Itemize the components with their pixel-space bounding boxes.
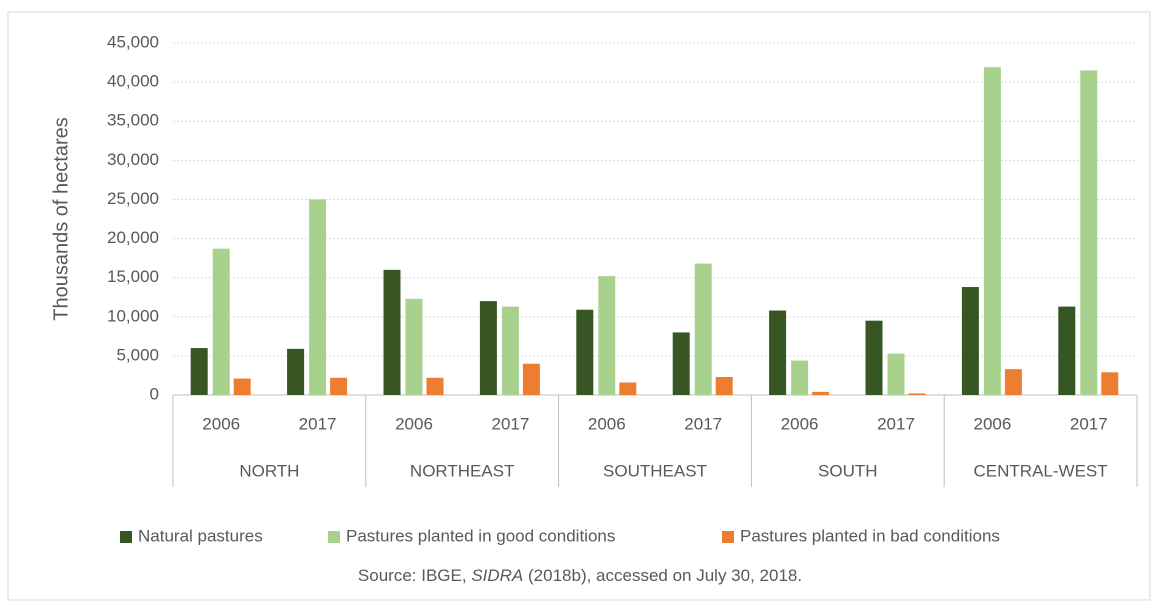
- group-label: SOUTH: [818, 461, 878, 480]
- bar: [330, 377, 348, 395]
- y-tick-label: 40,000: [107, 72, 159, 91]
- x-tick-label: 2006: [973, 414, 1011, 433]
- x-tick-label: 2006: [202, 414, 240, 433]
- group-label: NORTH: [239, 461, 299, 480]
- legend-swatch: [722, 531, 734, 543]
- legend-label: Pastures planted in bad conditions: [740, 526, 1000, 545]
- source-text: Source: IBGE,: [358, 566, 471, 585]
- x-tick-label: 2006: [781, 414, 819, 433]
- y-tick-label: 20,000: [107, 228, 159, 247]
- legend-swatch: [328, 531, 340, 543]
- bar: [233, 378, 251, 395]
- bar: [908, 393, 926, 395]
- bar: [769, 310, 787, 395]
- y-tick-label: 25,000: [107, 189, 159, 208]
- legend-label: Pastures planted in good conditions: [346, 526, 615, 545]
- x-tick-label: 2017: [684, 414, 722, 433]
- source-text: SIDRA: [471, 566, 523, 585]
- group-label: NORTHEAST: [410, 461, 515, 480]
- bar: [383, 269, 401, 395]
- bar: [287, 348, 305, 395]
- bar: [501, 306, 519, 395]
- y-tick-label: 30,000: [107, 150, 159, 169]
- y-tick-label: 10,000: [107, 306, 159, 325]
- y-tick-label: 0: [150, 384, 159, 403]
- bar: [887, 353, 905, 395]
- bar: [961, 287, 979, 395]
- bar: [619, 382, 637, 395]
- y-tick-label: 5,000: [116, 345, 159, 364]
- bar: [694, 263, 712, 395]
- x-tick-label: 2006: [588, 414, 626, 433]
- bar: [309, 199, 327, 395]
- bar: [812, 391, 830, 395]
- x-tick-label: 2017: [491, 414, 529, 433]
- y-axis-label: Thousands of hectares: [50, 117, 72, 320]
- bar: [576, 309, 594, 395]
- bar: [522, 363, 540, 395]
- group-label: CENTRAL-WEST: [974, 461, 1108, 480]
- group-label: SOUTHEAST: [603, 461, 707, 480]
- x-tick-label: 2006: [395, 414, 433, 433]
- bar: [672, 332, 690, 395]
- bar: [212, 248, 230, 395]
- bar: [1080, 70, 1098, 395]
- bar: [865, 320, 883, 395]
- x-tick-label: 2017: [299, 414, 337, 433]
- chart-border: [7, 11, 1151, 601]
- bar: [1004, 369, 1022, 395]
- bar: [190, 348, 208, 395]
- bar: [1058, 306, 1076, 395]
- legend-swatch: [120, 531, 132, 543]
- bar: [983, 67, 1001, 395]
- bar: [426, 377, 444, 395]
- bar: [479, 301, 497, 395]
- source-note: Source: IBGE, SIDRA (2018b), accessed on…: [358, 566, 802, 585]
- legend-label: Natural pastures: [138, 526, 263, 545]
- bar: [791, 360, 809, 395]
- bar: [598, 276, 616, 395]
- x-tick-label: 2017: [877, 414, 915, 433]
- bar: [1101, 372, 1119, 395]
- y-tick-label: 35,000: [107, 111, 159, 130]
- y-tick-label: 15,000: [107, 267, 159, 286]
- source-text: (2018b), accessed on July 30, 2018.: [523, 566, 802, 585]
- bar: [405, 298, 423, 395]
- bar: [715, 377, 733, 395]
- x-tick-label: 2017: [1070, 414, 1108, 433]
- y-tick-label: 45,000: [107, 32, 159, 51]
